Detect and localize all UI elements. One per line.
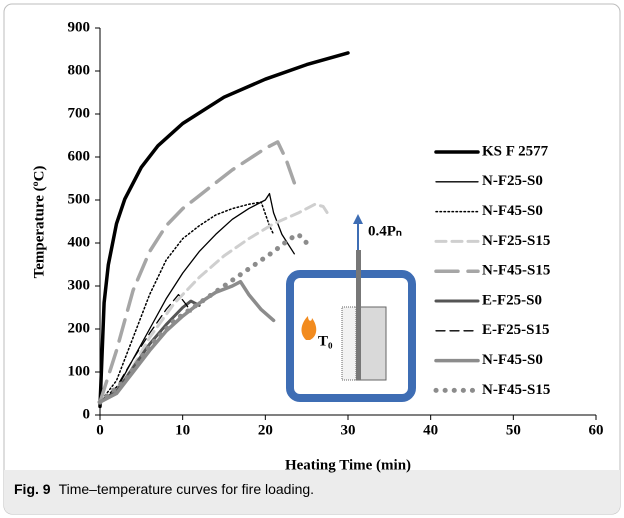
caption-bg bbox=[4, 470, 620, 514]
t0-label: T₀ bbox=[318, 333, 333, 349]
y-axis-title: Temperature (ºC) bbox=[31, 166, 47, 279]
flame bbox=[301, 316, 317, 340]
legend-label: N-F45-S0 bbox=[482, 352, 543, 368]
insulation bbox=[341, 306, 357, 381]
inset-diagram: 0.4Pₙ T₀ bbox=[286, 214, 416, 402]
y-tick-label: 900 bbox=[68, 19, 91, 35]
legend-label: E-F25-S15 bbox=[482, 322, 550, 338]
y-tick-label: 200 bbox=[68, 320, 91, 336]
x-axis-title: Heating Time (min) bbox=[285, 457, 411, 473]
arrow-head bbox=[353, 214, 363, 224]
series-line bbox=[98, 202, 329, 404]
x-tick-label: 40 bbox=[423, 422, 438, 438]
series-line bbox=[98, 140, 297, 404]
y-tick-label: 300 bbox=[68, 277, 91, 293]
y-tick-label: 100 bbox=[68, 363, 91, 379]
legend-label: N-F45-S15 bbox=[482, 382, 550, 398]
caption: Fig. 9 Time–temperature curves for fire l… bbox=[14, 481, 314, 497]
x-tick-label: 60 bbox=[589, 422, 604, 438]
caption-label: Fig. 9 bbox=[14, 481, 51, 497]
x-tick-label: 10 bbox=[175, 422, 190, 438]
series-line bbox=[99, 192, 295, 403]
y-tick-label: 600 bbox=[68, 148, 91, 164]
y-tick-label: 400 bbox=[68, 234, 91, 250]
x-tick-label: 30 bbox=[341, 422, 356, 438]
legend-label: E-F25-S0 bbox=[482, 292, 542, 308]
x-tick-label: 50 bbox=[506, 422, 521, 438]
series-line bbox=[99, 201, 275, 403]
column-rod bbox=[356, 250, 361, 380]
x-tick-label: 0 bbox=[96, 422, 104, 438]
y-tick-label: 0 bbox=[83, 406, 91, 422]
y-tick-label: 500 bbox=[68, 191, 91, 207]
y-tick-label: 700 bbox=[68, 105, 91, 121]
load-label: 0.4Pₙ bbox=[368, 223, 402, 239]
series-line bbox=[98, 51, 350, 409]
series-line bbox=[97, 231, 310, 405]
caption-text: Time–temperature curves for fire loading… bbox=[59, 481, 314, 497]
legend-label: N-F25-S15 bbox=[482, 233, 550, 249]
plot: 0 100 200 300 400 500 600 700 800 900 0 10 20 30 40 50 6… bbox=[68, 19, 604, 438]
legend-label: N-F25-S0 bbox=[482, 173, 543, 189]
y-tick-label: 800 bbox=[68, 62, 91, 78]
legend-label: N-F45-S0 bbox=[482, 203, 543, 219]
legend-label: N-F45-S15 bbox=[482, 263, 550, 279]
legend-label: KS F 2577 bbox=[482, 143, 549, 159]
x-tick-label: 20 bbox=[258, 422, 273, 438]
